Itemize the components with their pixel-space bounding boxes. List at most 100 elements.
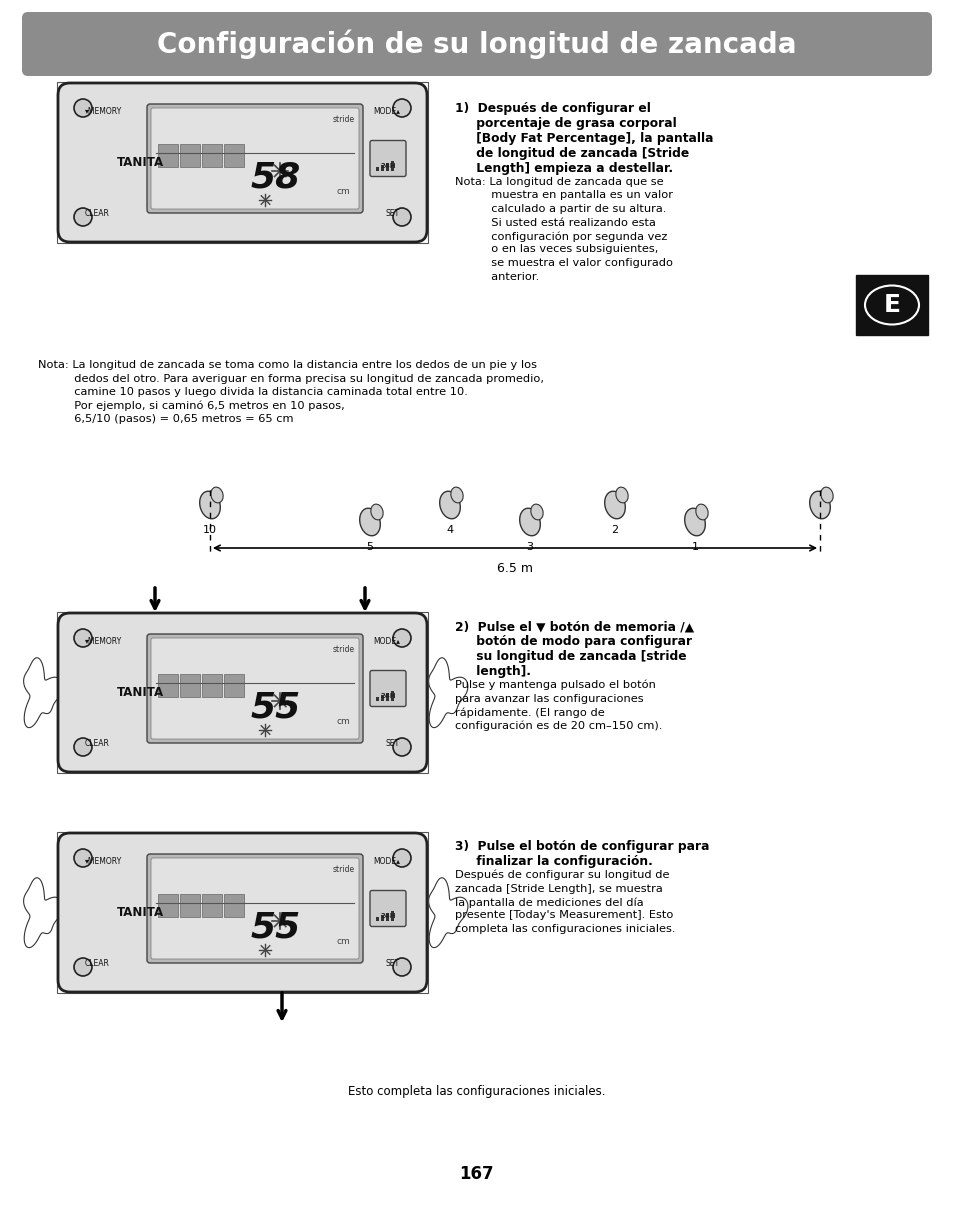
Bar xyxy=(391,691,394,701)
Ellipse shape xyxy=(809,491,829,519)
Text: cm: cm xyxy=(335,938,350,947)
Text: rápidamente. (El rango de: rápidamente. (El rango de xyxy=(455,707,604,718)
FancyBboxPatch shape xyxy=(147,104,363,213)
Ellipse shape xyxy=(616,487,627,503)
Bar xyxy=(202,674,222,697)
Ellipse shape xyxy=(684,508,704,536)
Text: ▾MEMORY: ▾MEMORY xyxy=(85,638,122,646)
Bar xyxy=(380,694,384,701)
Bar xyxy=(375,697,378,701)
Text: dedos del otro. Para averiguar en forma precisa su longitud de zancada promedio,: dedos del otro. Para averiguar en forma … xyxy=(38,373,543,383)
Text: TANITA: TANITA xyxy=(117,907,164,919)
Bar xyxy=(375,166,378,171)
Polygon shape xyxy=(428,658,467,727)
Text: zancada [Stride Length], se muestra: zancada [Stride Length], se muestra xyxy=(455,884,662,893)
Ellipse shape xyxy=(820,487,832,503)
FancyBboxPatch shape xyxy=(58,613,427,772)
Text: CLEAR: CLEAR xyxy=(85,959,110,967)
FancyBboxPatch shape xyxy=(370,141,406,177)
Text: 55: 55 xyxy=(251,910,301,944)
Ellipse shape xyxy=(74,848,91,867)
Bar xyxy=(158,144,178,167)
Text: 24H: 24H xyxy=(380,692,395,698)
Text: 167: 167 xyxy=(459,1165,494,1183)
FancyBboxPatch shape xyxy=(147,854,363,964)
Text: TANITA: TANITA xyxy=(117,156,164,168)
Text: 2: 2 xyxy=(611,525,618,534)
Bar xyxy=(386,913,389,920)
Polygon shape xyxy=(24,877,63,948)
Text: 24H: 24H xyxy=(380,913,395,919)
FancyBboxPatch shape xyxy=(58,833,427,991)
FancyBboxPatch shape xyxy=(58,82,427,242)
Text: TANITA: TANITA xyxy=(117,686,164,699)
Text: presente [Today's Measurement]. Esto: presente [Today's Measurement]. Esto xyxy=(455,910,673,920)
Text: o en las veces subsiguientes,: o en las veces subsiguientes, xyxy=(455,245,658,255)
Text: CLEAR: CLEAR xyxy=(85,738,110,748)
Ellipse shape xyxy=(530,504,542,520)
FancyBboxPatch shape xyxy=(22,12,931,76)
Ellipse shape xyxy=(604,491,624,519)
Text: 5: 5 xyxy=(366,542,374,551)
Text: cm: cm xyxy=(335,718,350,726)
Text: MODE▴: MODE▴ xyxy=(373,638,399,646)
FancyBboxPatch shape xyxy=(370,670,406,707)
Text: calculado a partir de su altura.: calculado a partir de su altura. xyxy=(455,204,666,215)
Text: ▾MEMORY: ▾MEMORY xyxy=(85,858,122,867)
Bar xyxy=(380,165,384,171)
Text: 4: 4 xyxy=(446,525,453,534)
FancyBboxPatch shape xyxy=(370,891,406,926)
Text: SET: SET xyxy=(385,959,399,967)
Text: length].: length]. xyxy=(455,665,531,678)
Text: 3)  Pulse el botón de configurar para: 3) Pulse el botón de configurar para xyxy=(455,840,709,853)
Text: 55: 55 xyxy=(251,690,301,724)
Text: stride: stride xyxy=(333,645,355,654)
Ellipse shape xyxy=(74,957,91,976)
Ellipse shape xyxy=(371,504,383,520)
Bar xyxy=(224,894,244,916)
Bar xyxy=(57,831,428,993)
Text: Por ejemplo, si caminó 6,5 metros en 10 pasos,: Por ejemplo, si caminó 6,5 metros en 10 … xyxy=(38,400,344,411)
Text: la pantalla de mediciones del día: la pantalla de mediciones del día xyxy=(455,897,643,908)
Ellipse shape xyxy=(439,491,460,519)
Bar xyxy=(180,894,200,916)
Bar xyxy=(180,674,200,697)
Text: Nota: La longitud de zancada se toma como la distancia entre los dedos de un pie: Nota: La longitud de zancada se toma com… xyxy=(38,360,537,370)
Text: porcentaje de grasa corporal: porcentaje de grasa corporal xyxy=(455,118,676,130)
Text: Después de configurar su longitud de: Después de configurar su longitud de xyxy=(455,870,669,880)
Text: muestra en pantalla es un valor: muestra en pantalla es un valor xyxy=(455,190,672,200)
Bar xyxy=(57,82,428,242)
Text: E: E xyxy=(882,293,900,318)
Text: anterior.: anterior. xyxy=(455,271,538,281)
Text: para avanzar las configuraciones: para avanzar las configuraciones xyxy=(455,693,643,703)
Text: Si usted está realizando esta: Si usted está realizando esta xyxy=(455,217,656,228)
Bar xyxy=(380,915,384,920)
Ellipse shape xyxy=(74,99,91,118)
Ellipse shape xyxy=(393,629,411,647)
Bar xyxy=(391,160,394,171)
Ellipse shape xyxy=(451,487,462,503)
Text: CLEAR: CLEAR xyxy=(85,208,110,217)
Bar xyxy=(224,144,244,167)
Bar xyxy=(386,692,389,701)
FancyBboxPatch shape xyxy=(151,108,358,208)
Text: 1)  Después de configurar el: 1) Después de configurar el xyxy=(455,102,650,115)
Ellipse shape xyxy=(359,508,380,536)
Text: 3: 3 xyxy=(526,542,533,551)
Text: finalizar la configuración.: finalizar la configuración. xyxy=(455,854,652,868)
Text: [Body Fat Percentage], la pantalla: [Body Fat Percentage], la pantalla xyxy=(455,132,713,145)
Text: SET: SET xyxy=(385,208,399,217)
Polygon shape xyxy=(428,877,467,948)
Text: 58: 58 xyxy=(251,160,301,194)
Ellipse shape xyxy=(211,487,223,503)
Ellipse shape xyxy=(74,738,91,756)
Text: Nota: La longitud de zancada que se: Nota: La longitud de zancada que se xyxy=(455,177,663,187)
Bar xyxy=(391,910,394,920)
Ellipse shape xyxy=(695,504,707,520)
Text: de longitud de zancada [Stride: de longitud de zancada [Stride xyxy=(455,147,688,160)
Ellipse shape xyxy=(393,208,411,225)
Ellipse shape xyxy=(74,629,91,647)
Bar xyxy=(202,144,222,167)
Bar xyxy=(57,612,428,773)
Text: botón de modo para configurar: botón de modo para configurar xyxy=(455,635,691,648)
